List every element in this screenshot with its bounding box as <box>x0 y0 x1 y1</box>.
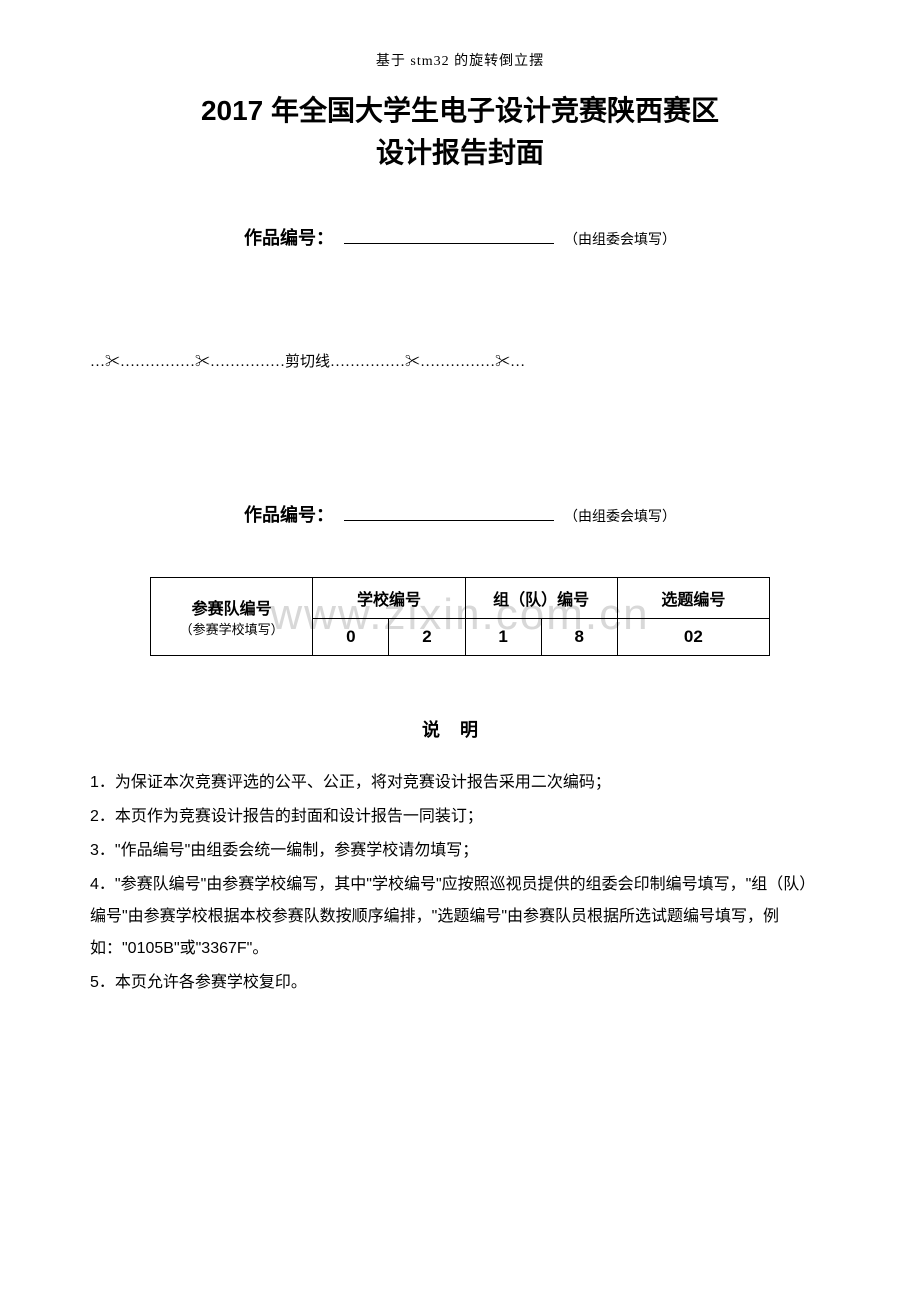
team-number-label-sub: （参赛学校填写） <box>155 619 308 638</box>
cut-dots: …………… <box>330 354 405 370</box>
work-number-label: 作品编号： <box>244 224 334 250</box>
work-number-note: （由组委会填写） <box>564 229 676 249</box>
team-number-label-cell: 参赛队编号 （参赛学校填写） <box>151 578 313 656</box>
team-table: 参赛队编号 （参赛学校填写） 学校编号 组（队）编号 选题编号 0 2 1 8 … <box>150 577 770 656</box>
instruction-item: 2．本页作为竞赛设计报告的封面和设计报告一同装订； <box>90 801 830 833</box>
work-number-note: （由组委会填写） <box>564 506 676 526</box>
work-number-label: 作品编号： <box>244 501 334 527</box>
topic-code-header: 选题编号 <box>617 578 769 619</box>
instruction-item: 3．"作品编号"由组委会统一编制，参赛学校请勿填写； <box>90 835 830 867</box>
cut-dots: …………… <box>210 354 285 370</box>
instruction-item: 5．本页允许各参赛学校复印。 <box>90 967 830 999</box>
school-code-1: 0 <box>313 619 389 656</box>
cut-dots: …………… <box>120 354 195 370</box>
scissors-icon: ✂ <box>405 354 420 370</box>
scissors-icon: ✂ <box>195 354 210 370</box>
cut-text: 剪切线 <box>285 354 330 370</box>
instructions-title: 说明 <box>90 716 830 742</box>
school-code-2: 2 <box>389 619 465 656</box>
topic-code: 02 <box>617 619 769 656</box>
instruction-item: 1．为保证本次竞赛评选的公平、公正，将对竞赛设计报告采用二次编码； <box>90 767 830 799</box>
title-line-2: 设计报告封面 <box>90 132 830 174</box>
instruction-item: 4．"参赛队编号"由参赛学校编写，其中"学校编号"应按照巡视员提供的组委会印制编… <box>90 869 830 965</box>
main-title: 2017 年全国大学生电子设计竞赛陕西赛区 设计报告封面 <box>90 90 830 174</box>
work-number-row-1: 作品编号： （由组委会填写） <box>90 224 830 250</box>
page-header: 基于 stm32 的旋转倒立摆 <box>90 50 830 70</box>
cut-line: …✂……………✂……………剪切线……………✂……………✂… <box>90 350 830 371</box>
work-number-blank <box>344 243 554 244</box>
title-line-1: 2017 年全国大学生电子设计竞赛陕西赛区 <box>90 90 830 132</box>
cut-dots: … <box>90 354 105 370</box>
team-code-header: 组（队）编号 <box>465 578 617 619</box>
team-number-label: 参赛队编号 <box>155 595 308 619</box>
table-header-row: 参赛队编号 （参赛学校填写） 学校编号 组（队）编号 选题编号 <box>151 578 770 619</box>
scissors-icon: ✂ <box>105 354 120 370</box>
team-code-2: 8 <box>541 619 617 656</box>
team-code-1: 1 <box>465 619 541 656</box>
scissors-icon: ✂ <box>495 354 510 370</box>
cut-dots: … <box>510 354 525 370</box>
cut-dots: …………… <box>420 354 495 370</box>
work-number-blank <box>344 520 554 521</box>
instructions: 1．为保证本次竞赛评选的公平、公正，将对竞赛设计报告采用二次编码； 2．本页作为… <box>90 767 830 999</box>
work-number-row-2: 作品编号： （由组委会填写） <box>90 501 830 527</box>
school-code-header: 学校编号 <box>313 578 465 619</box>
